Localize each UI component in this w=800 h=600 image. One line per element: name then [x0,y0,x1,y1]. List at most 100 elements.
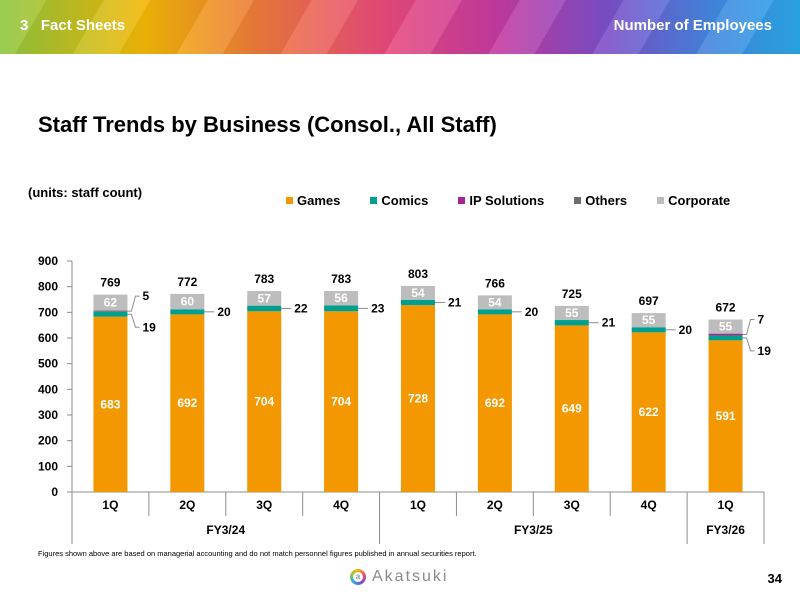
data-label-games: 704 [331,395,351,409]
legend-label-corporate: Corporate [668,192,731,208]
section-name: Fact Sheets [40,17,126,34]
bar-segment-corporate [401,285,435,300]
data-label-total: 672 [716,301,736,315]
data-label-total: 783 [331,272,351,286]
x-tick-label: 2Q [487,498,503,512]
bar-segment-games [554,325,589,492]
data-label-games: 622 [639,405,659,419]
data-label-games: 649 [562,402,582,416]
legend-swatch-comics [370,196,378,204]
data-label-corporate: 55 [719,320,733,334]
data-label-comics-callout: 20 [525,305,539,319]
data-label-comics-callout: 23 [371,301,385,315]
bar-segment-corporate [93,294,128,311]
data-label-corporate: 55 [565,306,579,320]
legend-swatch-games [286,196,293,204]
callout-leader [742,337,755,352]
bar-segment-comics [631,327,666,333]
data-label-corporate: 60 [181,295,195,309]
logo-mark-icon: a [350,569,366,585]
staff-trends-chart: 0 100 200 300 400 500 600 700 800 900 FY3/24 FY3/25… [38,254,772,544]
legend-label-others: Others [585,192,628,208]
bar-segment-corporate [631,313,666,328]
callout-leader [127,295,140,312]
data-label-comics-callout: 19 [142,320,156,334]
legend-label-ip-solutions: IP Solutions [469,192,545,208]
x-tick-label: 4Q [333,498,349,512]
legend-item-games: Games [286,193,340,208]
group-label: FY3/25 [514,523,553,537]
data-label-games: 704 [254,395,274,409]
bar-segment-games [477,314,512,492]
data-label-comics-callout: 19 [758,344,772,358]
bar-segment-games [170,314,205,492]
chart-legend: Games Comics IP Solutions Others Corpora… [286,192,730,208]
footnote: Figures shown above are based on manager… [38,549,477,558]
data-label-games: 728 [408,392,428,406]
data-label-total: 803 [408,267,428,281]
legend-label-games: Games [297,192,341,208]
data-label-total: 772 [177,275,197,289]
data-label-corporate: 56 [334,291,348,305]
bar-segment-corporate [708,319,743,334]
y-tick-label: 400 [38,382,58,396]
header-pattern [0,0,800,54]
legend-label-comics: Comics [381,192,429,208]
bar-segment-comics [401,299,435,306]
legend-swatch-others [574,196,582,204]
data-label-comics-callout: 20 [217,305,231,319]
legend-item-corporate: Corporate [657,193,730,208]
data-label-total: 769 [100,276,120,290]
data-label-small-segment-callout: 7 [758,313,765,327]
bar-segment-games [631,332,666,492]
bar-segment-comics [93,311,128,317]
x-tick-label: 3Q [256,498,272,512]
callout-leader [127,313,140,328]
y-tick-label: 200 [38,434,58,448]
header-topic: Number of Employees [613,17,772,34]
group-label: FY3/26 [706,523,745,537]
x-tick-label: 1Q [102,498,118,512]
y-tick-label: 600 [38,331,58,345]
bar-segment-corporate [477,295,512,310]
section-number: 3 [20,17,29,34]
bar-segment-games [93,316,128,492]
data-label-small-segment-callout: 5 [142,289,149,303]
bar-segment-games [401,305,435,492]
data-label-total: 725 [562,287,582,301]
callout-leader [742,319,755,336]
bar-segment-comics [708,335,743,341]
bar-segment-comics [170,309,205,315]
bar-segment-comics [247,305,282,312]
data-label-total: 766 [485,276,505,290]
bar-segment-others [93,310,128,312]
company-logo: a Akatsuki [350,568,448,586]
data-label-corporate: 62 [104,296,118,310]
bar-segment-games [324,311,359,492]
page-title: Staff Trends by Business (Consol., All S… [38,112,497,137]
units-note: (units: staff count) [28,185,143,200]
bar-segment-corporate [170,293,205,310]
x-tick-label: 2Q [179,498,195,512]
y-tick-label: 700 [38,305,58,319]
bar-segment-corporate [247,291,282,306]
bar-segment-games [708,340,743,492]
page-number: 34 [767,571,782,586]
logo-text: Akatsuki [372,568,449,585]
data-label-total: 783 [254,272,274,286]
legend-swatch-ip-solutions [458,196,466,204]
y-tick-label: 300 [38,408,58,422]
y-tick-label: 900 [38,254,58,268]
x-tick-label: 1Q [718,498,734,512]
section-label: 3 Fact Sheets [20,17,125,34]
x-tick-label: 1Q [410,498,426,512]
group-label: FY3/24 [206,523,245,537]
legend-item-others: Others [574,193,627,208]
data-label-comics-callout: 20 [679,323,693,337]
data-label-games: 692 [177,396,197,410]
data-label-games: 683 [100,397,120,411]
bar-segment-comics [324,305,359,312]
data-label-corporate: 57 [258,291,272,305]
data-label-corporate: 54 [411,286,425,300]
bar-segment-ip-solutions [708,333,743,336]
